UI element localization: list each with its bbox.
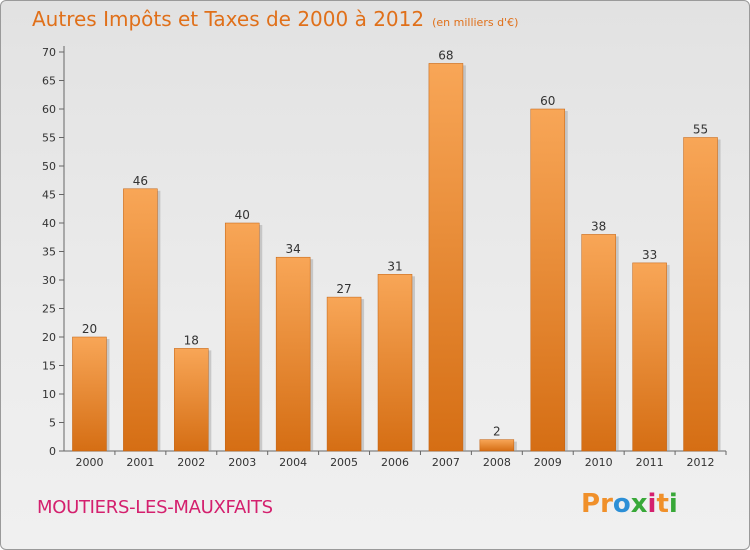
data-label: 68 <box>438 48 453 62</box>
y-tick-label: 55 <box>42 132 56 145</box>
x-tick-label: 2004 <box>279 456 307 469</box>
bar <box>683 137 718 452</box>
y-tick-label: 30 <box>42 274 56 287</box>
x-tick-label: 2003 <box>228 456 256 469</box>
y-tick-label: 70 <box>42 46 56 59</box>
x-tick-label: 2007 <box>432 456 460 469</box>
y-tick-label: 15 <box>42 360 56 373</box>
x-tick-label: 2001 <box>126 456 154 469</box>
bar <box>632 262 667 452</box>
data-label: 2 <box>493 425 501 439</box>
x-tick-label: 2002 <box>177 456 205 469</box>
bar <box>123 188 158 452</box>
y-tick-label: 65 <box>42 75 56 88</box>
commune-name: MOUTIERS-LES-MAUXFAITS <box>37 497 273 518</box>
y-tick-label: 5 <box>49 417 56 430</box>
data-label: 27 <box>336 282 351 296</box>
x-tick-label: 2010 <box>585 456 613 469</box>
chart-title: Autres Impôts et Taxes de 2000 à 2012 (en… <box>32 7 518 31</box>
x-tick-label: 2012 <box>687 456 715 469</box>
bar <box>275 256 311 452</box>
x-tick-label: 2008 <box>483 456 511 469</box>
y-tick-label: 25 <box>42 303 56 316</box>
chart-subtitle: (en milliers d'€) <box>432 16 519 29</box>
bar <box>174 348 209 452</box>
bar <box>428 63 464 452</box>
x-tick-label: 2006 <box>381 456 409 469</box>
data-label: 38 <box>591 219 606 233</box>
chart-title-text: Autres Impôts et Taxes de 2000 à 2012 <box>32 7 425 31</box>
x-tick-label: 2000 <box>75 456 103 469</box>
logo-letter: i <box>668 489 678 519</box>
x-tick-label: 2011 <box>636 456 664 469</box>
bar <box>72 336 107 452</box>
data-label: 18 <box>184 333 199 347</box>
x-tick-label: 2005 <box>330 456 358 469</box>
bar <box>479 439 515 452</box>
data-label: 31 <box>387 259 402 273</box>
data-label: 33 <box>642 248 657 262</box>
y-tick-label: 40 <box>42 217 56 230</box>
data-label: 46 <box>133 174 148 188</box>
y-tick-label: 35 <box>42 246 56 259</box>
proxiti-logo: Proxiti <box>581 489 678 519</box>
y-tick-label: 20 <box>42 331 56 344</box>
logo-letter: o <box>612 489 631 519</box>
logo-letter: i <box>647 489 657 519</box>
y-tick-label: 0 <box>49 445 56 458</box>
data-label: 40 <box>235 208 250 222</box>
data-label: 55 <box>693 123 708 137</box>
x-tick-label: 2009 <box>534 456 562 469</box>
y-tick-label: 45 <box>42 189 56 202</box>
y-tick-label: 50 <box>42 160 56 173</box>
bar <box>581 234 616 452</box>
data-label: 34 <box>286 242 301 256</box>
bar <box>377 274 413 452</box>
logo-letter: x <box>630 489 648 519</box>
y-tick-label: 60 <box>42 103 56 116</box>
logo-letter: P <box>581 489 601 519</box>
bar <box>326 296 362 452</box>
y-tick-label: 10 <box>42 388 56 401</box>
data-label: 60 <box>540 94 555 108</box>
data-label: 20 <box>82 322 97 336</box>
logo-letter: r <box>600 489 613 519</box>
logo-letter: t <box>656 489 669 519</box>
bar <box>530 108 566 452</box>
bar <box>224 222 260 452</box>
